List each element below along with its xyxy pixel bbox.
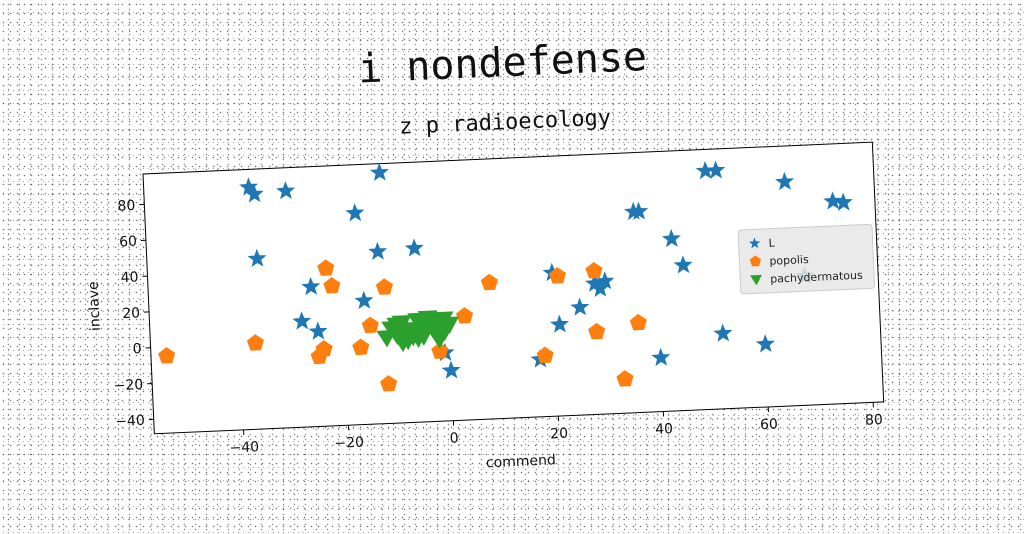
x-tick-label: 20 <box>550 426 569 443</box>
y-tick-label: −40 <box>115 413 145 430</box>
x-tick-label: 0 <box>449 430 459 446</box>
y-tick-label: 40 <box>120 270 139 287</box>
y-tick-label: 60 <box>119 234 138 251</box>
y-tick-label: 20 <box>122 305 141 322</box>
y-tick-label: 80 <box>117 198 136 215</box>
x-axis-label: commend <box>486 452 557 471</box>
x-tick-label: −20 <box>334 435 364 452</box>
legend-label: popolis <box>769 253 809 268</box>
y-tick-label: 0 <box>132 341 142 357</box>
y-tick-label: −20 <box>113 377 143 394</box>
x-tick-label: 40 <box>655 421 674 438</box>
x-tick-label: −40 <box>229 439 259 456</box>
x-tick-label: 80 <box>865 412 884 429</box>
x-tick-label: 60 <box>760 417 779 434</box>
y-axis-label: inclave <box>86 281 104 331</box>
